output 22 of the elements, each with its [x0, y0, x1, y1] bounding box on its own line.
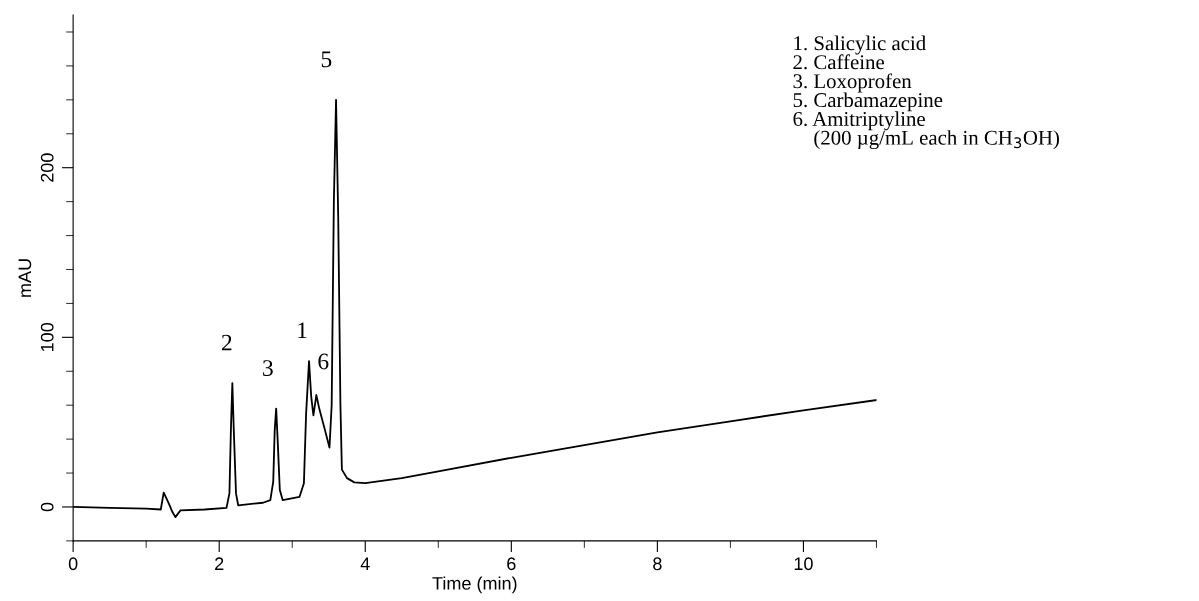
x-tick-label: 6	[507, 557, 516, 571]
x-tick-label: 0	[68, 557, 78, 571]
annotation: 2	[221, 334, 232, 351]
annotation: 2. Caffeine	[793, 54, 884, 70]
x-axis-title: Time (min)	[432, 576, 517, 594]
annotation: (200 µg/mL each in CH$_{3}$OH)	[814, 130, 1059, 150]
annotation: 6. Amitriptyline	[793, 111, 925, 131]
y-tick-label: 100	[40, 322, 54, 352]
x-tick-label: 10	[794, 557, 813, 571]
x-tick-label: 4	[360, 557, 370, 570]
y-tick-label: 200	[40, 153, 54, 182]
annotation: 3. Loxoprofen	[793, 73, 912, 93]
annotation: 5	[321, 51, 332, 68]
x-tick-label: 2	[215, 557, 224, 570]
annotation: 5. Carbamazepine	[793, 92, 943, 112]
y-tick-label: 0	[40, 502, 54, 512]
annotation: 1. Salicylic acid	[794, 35, 926, 55]
annotation: 6	[318, 353, 329, 370]
y-axis-title: mAU	[18, 259, 32, 297]
annotation: 3	[263, 360, 273, 377]
x-tick-label: 8	[653, 557, 662, 571]
annotation: 1	[298, 322, 307, 338]
